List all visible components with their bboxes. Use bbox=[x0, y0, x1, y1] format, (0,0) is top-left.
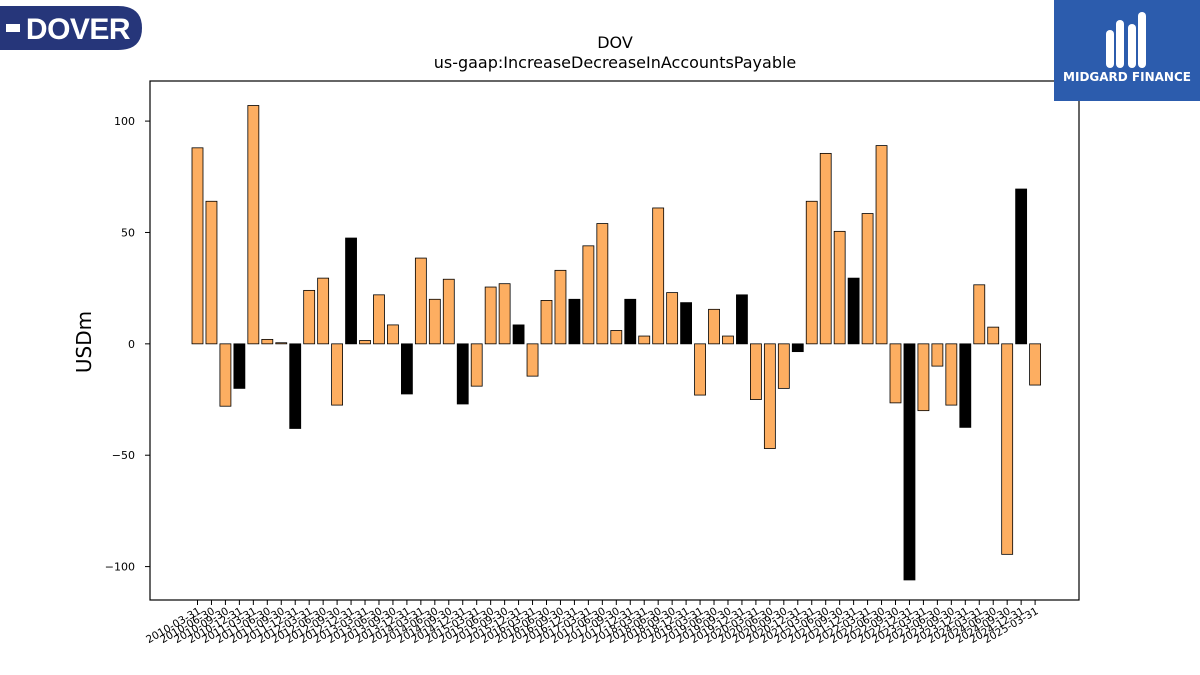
dover-logo-mark bbox=[6, 24, 20, 32]
bar-2017-06-30 bbox=[596, 223, 609, 345]
bar-2025-03-31 bbox=[1029, 343, 1041, 386]
bar-2018-12-31 bbox=[680, 302, 692, 345]
bar-2021-09-30 bbox=[833, 230, 846, 345]
y-tick-label: 0 bbox=[128, 338, 135, 351]
bar-2020-09-30 bbox=[777, 343, 790, 389]
bar-2021-06-30 bbox=[819, 152, 832, 345]
bar-2017-03-31 bbox=[582, 245, 595, 345]
bar-2024-03-31 bbox=[973, 284, 986, 345]
dover-logo-graphic: DOVER bbox=[0, 6, 142, 50]
bar-2022-06-30 bbox=[875, 145, 888, 345]
bars-group bbox=[191, 105, 1041, 581]
bar-2016-03-31 bbox=[526, 343, 539, 377]
bar-2012-06-30 bbox=[317, 277, 330, 345]
dover-logo: DOVER bbox=[0, 4, 150, 52]
bar-2019-06-30 bbox=[708, 308, 720, 345]
y-ticks-group: 100 50 0 −50 −100 bbox=[105, 115, 150, 574]
bar-2021-03-31 bbox=[805, 200, 818, 345]
bar-2014-03-31 bbox=[414, 257, 427, 345]
bar-2014-12-31 bbox=[456, 343, 469, 405]
chart-subtitle: us-gaap:IncreaseDecreaseInAccountsPayabl… bbox=[434, 53, 797, 72]
chart-title: DOV bbox=[597, 33, 633, 52]
bar-2010-06-30 bbox=[205, 200, 218, 345]
bar-2010-03-31 bbox=[191, 147, 204, 345]
bar-2020-06-30 bbox=[763, 343, 776, 449]
bar-2012-03-31 bbox=[303, 289, 316, 345]
bar-2018-03-31 bbox=[638, 335, 651, 345]
x-ticks-group: 2010-03-312010-06-302010-09-302010-12-31… bbox=[144, 600, 1041, 646]
bar-2014-09-30 bbox=[442, 278, 455, 345]
bar-2015-06-30 bbox=[484, 286, 497, 345]
y-tick-label: −100 bbox=[105, 561, 135, 574]
dover-logo-shape bbox=[0, 6, 142, 50]
bar-2016-06-30 bbox=[540, 300, 553, 345]
midgard-logo-text: MIDGARD FINANCE bbox=[1063, 70, 1191, 84]
bar-2017-12-31 bbox=[624, 298, 637, 345]
midgard-logo-background bbox=[1054, 0, 1200, 101]
bar-2021-12-31 bbox=[847, 277, 860, 345]
bar-2019-03-31 bbox=[694, 343, 706, 396]
bar-2023-03-31 bbox=[917, 343, 930, 412]
y-tick-label: 100 bbox=[114, 115, 135, 128]
bar-2016-12-31 bbox=[568, 298, 581, 345]
bar-2015-09-30 bbox=[498, 283, 511, 345]
bar-2012-12-31 bbox=[345, 237, 357, 345]
bar-2011-09-30 bbox=[275, 342, 288, 345]
dover-logo-text: DOVER bbox=[26, 13, 131, 46]
bar-2013-03-31 bbox=[359, 340, 371, 345]
bar-2024-06-30 bbox=[987, 326, 1000, 345]
bar-2022-12-31 bbox=[903, 343, 916, 581]
bar-2012-09-30 bbox=[331, 343, 344, 406]
bar-2020-12-31 bbox=[791, 343, 804, 353]
bar-2015-12-31 bbox=[512, 324, 525, 345]
midgard-logo-emblem bbox=[1106, 12, 1146, 68]
bar-2020-03-31 bbox=[750, 343, 762, 400]
y-axis-label: USDm bbox=[72, 311, 96, 373]
bar-2011-12-31 bbox=[289, 343, 302, 429]
bar-2024-12-31 bbox=[1015, 188, 1028, 345]
bar-2022-09-30 bbox=[889, 343, 902, 404]
bar-2016-09-30 bbox=[554, 269, 567, 345]
bar-2014-06-30 bbox=[428, 298, 441, 345]
bar-2010-09-30 bbox=[219, 343, 232, 407]
midgard-finance-logo: MIDGARD FINANCE bbox=[1054, 0, 1200, 101]
bar-2023-09-30 bbox=[945, 343, 958, 406]
bar-2019-12-31 bbox=[736, 294, 748, 345]
bar-2011-03-31 bbox=[247, 105, 260, 345]
bar-2013-09-30 bbox=[387, 324, 399, 345]
bar-2010-12-31 bbox=[233, 343, 246, 389]
bar-2018-06-30 bbox=[652, 207, 665, 345]
bar-2019-09-30 bbox=[722, 335, 734, 345]
y-tick-label: 50 bbox=[121, 226, 135, 239]
y-tick-label: −50 bbox=[112, 449, 135, 462]
bar-2011-06-30 bbox=[261, 338, 274, 345]
plot-frame bbox=[149, 80, 1080, 601]
bar-2023-06-30 bbox=[931, 343, 944, 367]
bar-2017-09-30 bbox=[610, 330, 623, 345]
midgard-logo-graphic: MIDGARD FINANCE bbox=[1054, 0, 1200, 101]
bar-2018-09-30 bbox=[666, 292, 679, 345]
bar-2013-12-31 bbox=[400, 343, 413, 395]
bar-2015-03-31 bbox=[470, 343, 483, 387]
bar-2024-09-30 bbox=[1001, 343, 1014, 555]
bar-2013-06-30 bbox=[373, 294, 385, 345]
bar-2023-12-31 bbox=[959, 343, 972, 428]
bar-2022-03-31 bbox=[861, 213, 874, 345]
